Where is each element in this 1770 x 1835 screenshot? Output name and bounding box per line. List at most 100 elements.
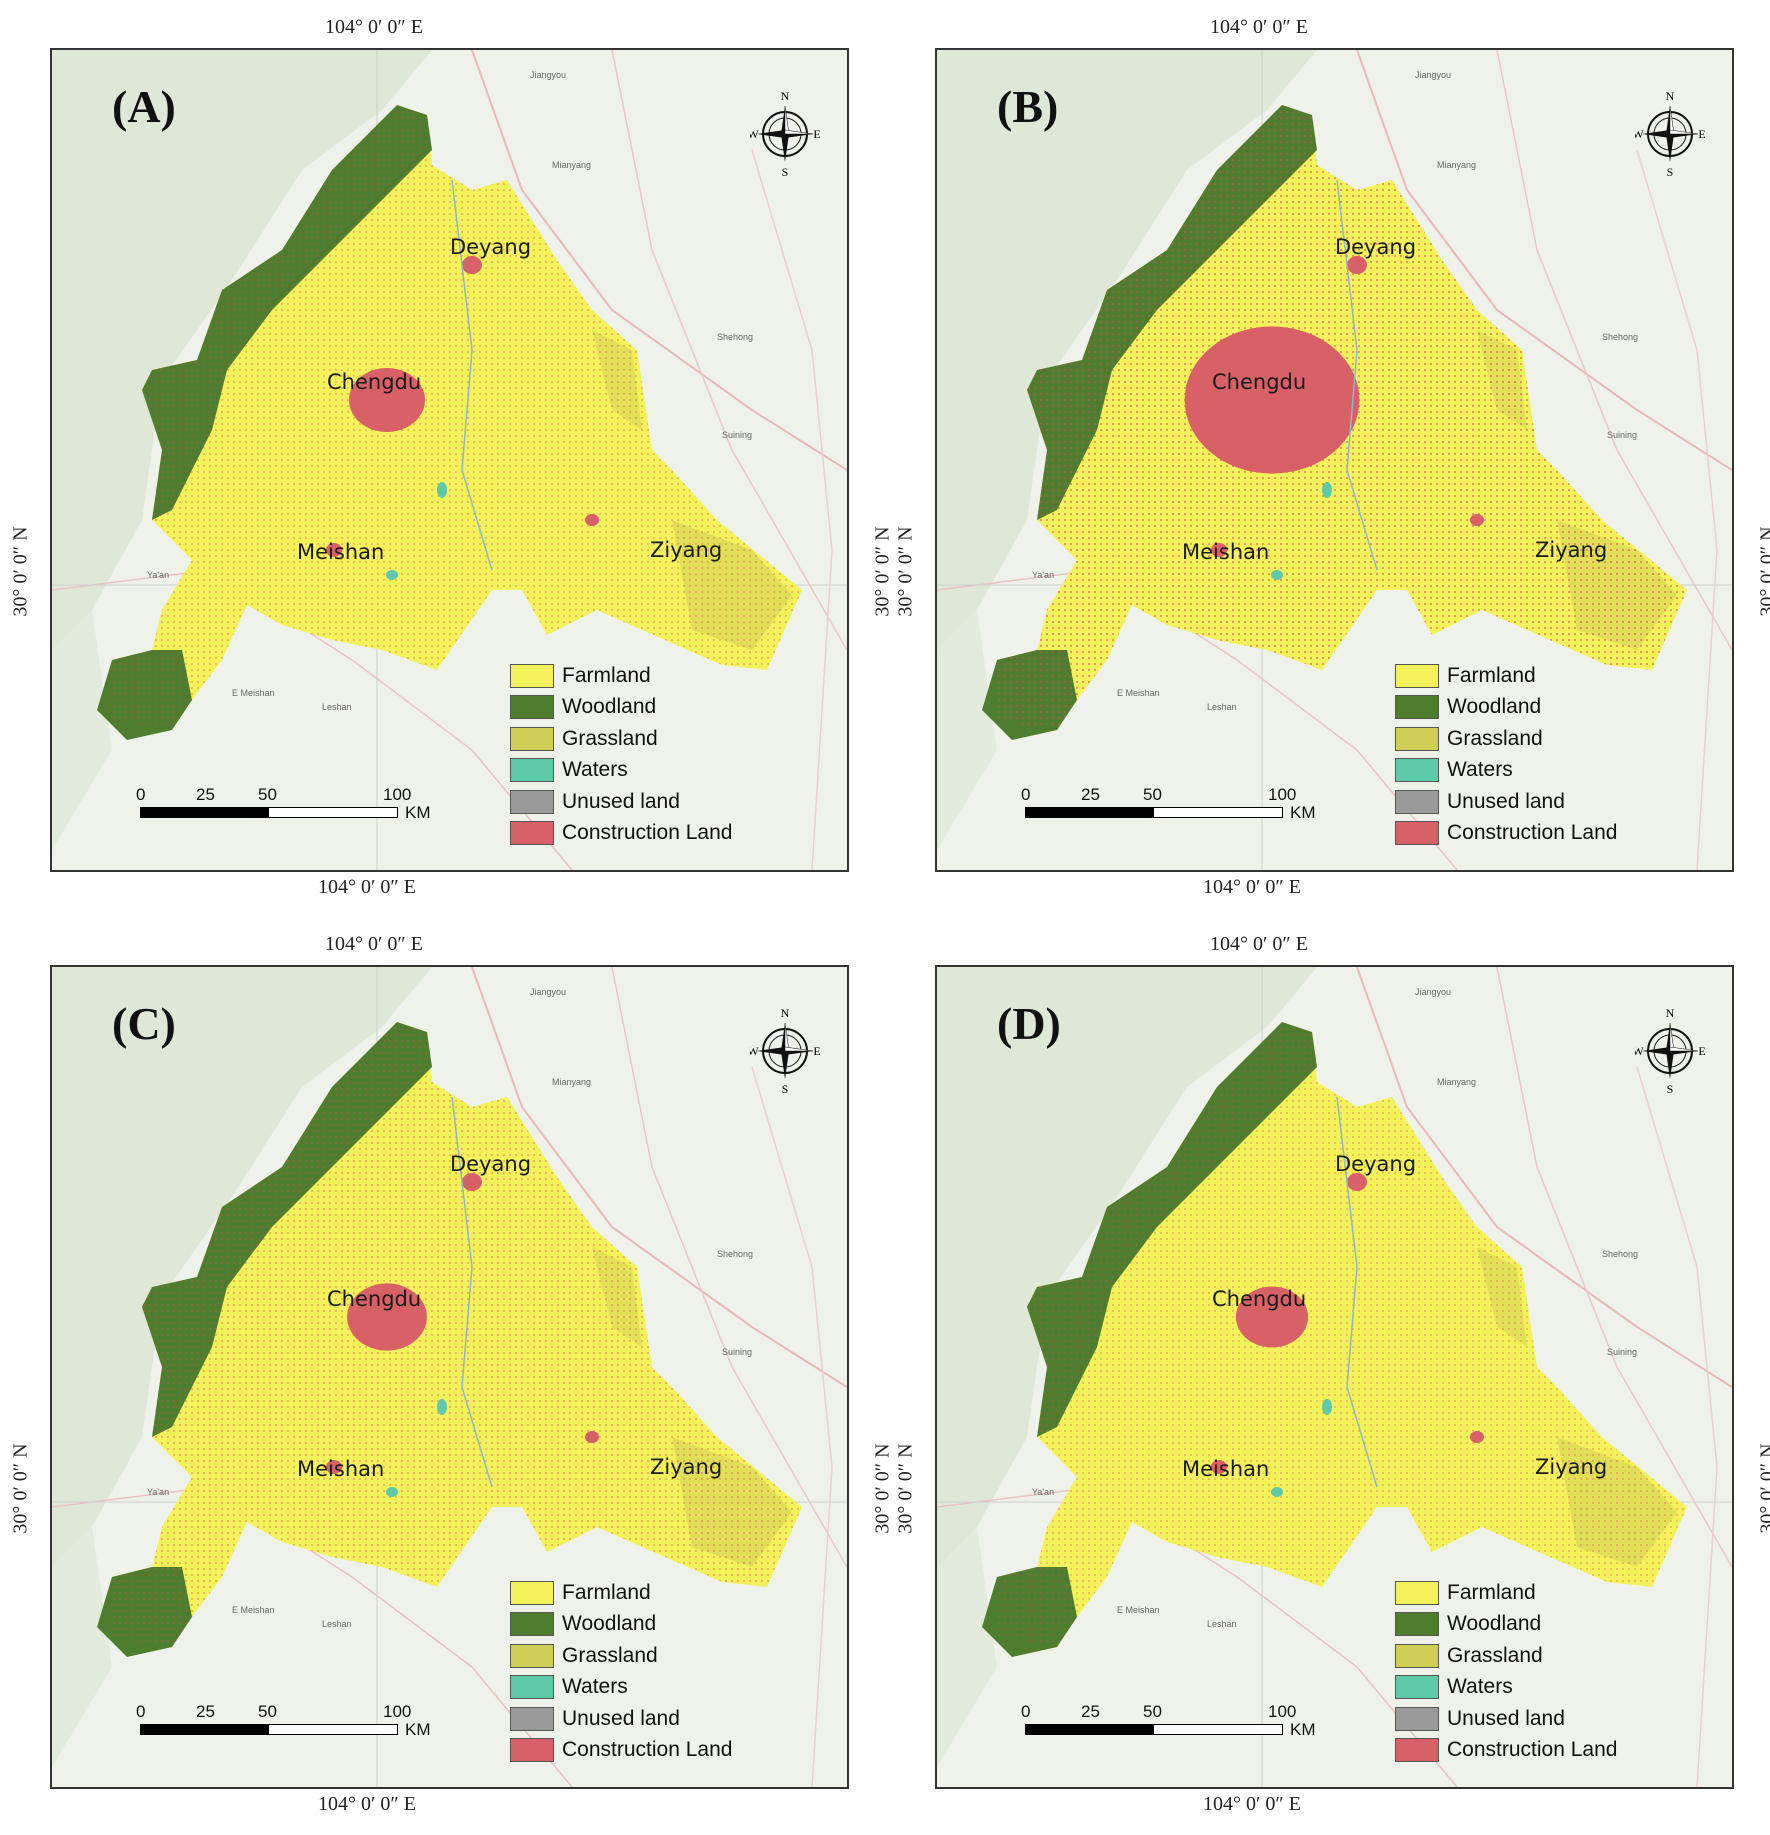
water-body [1271, 570, 1283, 580]
scale-bar-white [1153, 1724, 1283, 1735]
city-label-ziyang: Ziyang [1535, 538, 1608, 562]
legend-item: Waters [1395, 755, 1617, 787]
legend-label: Unused land [1447, 1706, 1565, 1730]
top-longitude-label: 104° 0′ 0″ E [325, 933, 423, 955]
compass-w: W [750, 127, 759, 141]
city-label-ziyang: Ziyang [1535, 1455, 1608, 1479]
river-line [1336, 1096, 1378, 1488]
basemap-road [1356, 50, 1732, 471]
compass-e: E [813, 1044, 820, 1058]
town-label-shehong: Shehong [1602, 332, 1639, 342]
hillshade-terrain [937, 50, 1317, 650]
city-label-chengdu: Chengdu [1212, 370, 1307, 394]
map-panel-d: 104° 0′ 0″ E 104° 0′ 0″ E 30° 0′ 0″ N 30… [885, 917, 1770, 1834]
scale-bar: 0 25 50 100 KM [1021, 1702, 1316, 1752]
legend-label: Construction Land [1447, 1738, 1618, 1762]
town-label-leshan: Leshan [1207, 1619, 1237, 1629]
town-label-yaan: Ya'an [147, 570, 170, 580]
map-frame: (D) Deyang Chengdu Meishan Ziyang Jiangy… [935, 965, 1734, 1789]
legend-item: Waters [510, 755, 732, 787]
compass-w: W [1635, 127, 1644, 141]
legend-label: Grassland [1447, 726, 1543, 750]
water-body [1271, 1487, 1283, 1497]
top-longitude-label: 104° 0′ 0″ E [325, 16, 423, 38]
basemap-road [1496, 967, 1732, 1568]
legend-swatch [1395, 1612, 1439, 1637]
basemap [52, 967, 847, 1787]
river-line [1336, 179, 1378, 571]
basemap-road [751, 1066, 833, 1787]
legend-swatch [510, 1612, 554, 1637]
basemap-road [52, 569, 573, 870]
compass-n: N [1666, 1006, 1675, 1020]
town-label-jiangyou: Jiangyou [530, 70, 567, 80]
town-label-emeishan: E Meishan [1117, 1605, 1160, 1615]
map-frame: (B) Deyang Chengdu Meishan Ziyang Jiangy… [935, 48, 1734, 872]
left-latitude-label: 30° 0′ 0″ N [9, 1443, 32, 1534]
chengdu-urban-core [1235, 1286, 1309, 1348]
compass-e: E [1698, 127, 1705, 141]
compass-icon: N S E W [1632, 1006, 1705, 1096]
legend-swatch [1395, 726, 1439, 751]
basemap-road [937, 1486, 1458, 1787]
chengdu-urban-core [349, 368, 425, 432]
ziyang-urban [1470, 1431, 1484, 1443]
map-panel-c: 104° 0′ 0″ E 104° 0′ 0″ E 30° 0′ 0″ N 30… [0, 917, 894, 1834]
city-label-meishan: Meishan [1182, 1457, 1270, 1481]
bottom-longitude-label: 104° 0′ 0″ E [1203, 876, 1301, 898]
city-label-meishan: Meishan [297, 1457, 385, 1481]
basemap-road [1496, 50, 1732, 651]
hillshade-terrain [52, 50, 432, 650]
river-line [451, 179, 493, 571]
city-label-meishan: Meishan [297, 540, 385, 564]
left-latitude-label: 30° 0′ 0″ N [9, 526, 32, 617]
water-body [437, 1399, 447, 1415]
legend-swatch [1395, 1580, 1439, 1605]
scale-tick-label: 25 [1081, 785, 1100, 804]
basemap-road [1636, 1066, 1718, 1787]
panel-label: (D) [997, 998, 1061, 1049]
city-label-ziyang: Ziyang [650, 538, 723, 562]
scale-bar: 0 25 50 100 KM [1021, 785, 1316, 835]
legend-item: Grassland [510, 1640, 732, 1672]
legend-item: Woodland [510, 1609, 732, 1641]
legend-label: Waters [1447, 758, 1513, 782]
scale-unit: KM [405, 803, 431, 822]
legend-label: Unused land [1447, 789, 1565, 813]
scale-bar-black [140, 1724, 270, 1735]
legend-swatch [1395, 695, 1439, 720]
legend-swatch [510, 789, 554, 814]
town-label-leshan: Leshan [1207, 702, 1237, 712]
legend-swatch [510, 1675, 554, 1700]
town-label-suining: Suining [722, 1347, 753, 1357]
compass-s: S [782, 165, 789, 178]
top-longitude-label: 104° 0′ 0″ E [1210, 933, 1308, 955]
legend-swatch [1395, 1643, 1439, 1668]
legend-item: Woodland [1395, 692, 1617, 724]
compass-w: W [750, 1044, 759, 1058]
scale-tick-label: 25 [196, 785, 215, 804]
ziyang-urban [585, 1431, 599, 1443]
legend-item: Woodland [510, 692, 732, 724]
legend-item: Unused land [1395, 786, 1617, 818]
town-label-mianyang: Mianyang [552, 160, 592, 170]
water-body [386, 1487, 398, 1497]
scale-tick-label: 100 [383, 785, 412, 804]
bottom-longitude-label: 104° 0′ 0″ E [318, 1793, 416, 1815]
basemap [937, 50, 1732, 870]
deyang-urban [1347, 256, 1367, 274]
basemap-road [937, 569, 1458, 870]
ziyang-urban [1470, 514, 1484, 526]
compass-rose: N S E W [747, 88, 820, 179]
legend-label: Unused land [562, 789, 680, 813]
compass-icon: N S E W [1632, 89, 1705, 179]
legend-swatch [510, 726, 554, 751]
legend-swatch [510, 758, 554, 783]
legend-label: Farmland [562, 1580, 651, 1604]
compass-rose: N S E W [747, 1005, 820, 1096]
legend-label: Unused land [562, 1706, 680, 1730]
basemap-road [471, 50, 847, 471]
legend-swatch [510, 695, 554, 720]
legend-swatch [1395, 1706, 1439, 1731]
legend-swatch [1395, 758, 1439, 783]
